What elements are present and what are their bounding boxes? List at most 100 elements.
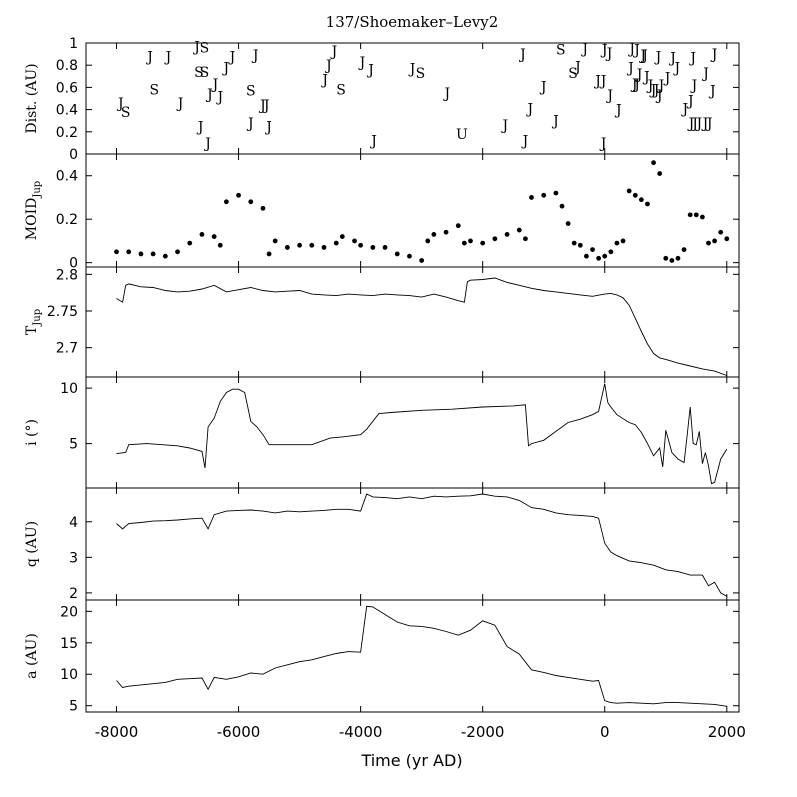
data-point <box>492 236 498 242</box>
data-point <box>681 247 687 253</box>
approach-marker: J <box>600 43 608 59</box>
data-point <box>712 238 717 244</box>
x-tick-label: -8000 <box>95 723 139 741</box>
data-point <box>187 240 193 246</box>
approach-marker: S <box>416 66 426 82</box>
data-point <box>236 192 241 198</box>
approach-marker: J <box>573 59 581 75</box>
approach-marker: J <box>655 88 663 104</box>
approach-marker: J <box>705 116 713 132</box>
approach-marker: J <box>605 88 613 104</box>
approach-marker: J <box>627 42 635 58</box>
data-point <box>529 195 534 200</box>
approach-marker: J <box>632 43 640 59</box>
data-point <box>559 203 565 209</box>
approach-marker: J <box>688 50 696 66</box>
approach-marker: J <box>521 134 529 150</box>
data-point <box>272 238 278 244</box>
data-point <box>553 190 559 196</box>
approach-marker: S <box>200 40 210 56</box>
data-point <box>352 238 357 244</box>
data-point <box>541 192 547 198</box>
data-point <box>431 232 437 237</box>
approach-marker: J <box>710 47 718 63</box>
y-axis-label: Dist. (AU) <box>24 63 40 133</box>
approach-marker: J <box>663 70 671 86</box>
approach-marker: J <box>593 74 601 90</box>
data-point <box>614 240 620 246</box>
y-tick-label: 3 <box>69 550 78 566</box>
approach-marker: J <box>246 116 254 132</box>
y-axis-label: TJup <box>24 309 43 335</box>
data-point <box>162 253 168 259</box>
approach-marker: J <box>649 83 657 99</box>
approach-marker: J <box>205 87 213 103</box>
data-point <box>309 242 315 248</box>
data-point <box>590 247 595 253</box>
approach-marker: J <box>638 48 646 64</box>
y-tick-label: 0 <box>69 147 78 163</box>
data-point <box>394 251 400 257</box>
data-point <box>114 249 119 255</box>
approach-marker: J <box>262 98 270 114</box>
approach-marker: J <box>145 49 153 65</box>
data-point <box>199 232 205 237</box>
data-point <box>211 234 217 239</box>
y-tick-label: 0 <box>69 256 78 272</box>
y-tick-label: 2.7 <box>56 341 78 357</box>
data-point <box>468 238 473 244</box>
y-axis-label: i (°) <box>24 419 40 446</box>
approach-marker: S <box>121 105 131 121</box>
data-point <box>596 255 602 261</box>
approach-marker: J <box>551 114 559 130</box>
y-axis-label: a (AU) <box>24 633 40 679</box>
approach-marker: J <box>366 63 374 79</box>
approach-marker: S <box>556 43 566 59</box>
approach-marker: J <box>708 84 716 100</box>
y-tick-label: 0.2 <box>56 125 78 141</box>
data-point <box>138 251 144 257</box>
data-point <box>706 240 711 246</box>
data-point <box>669 258 675 263</box>
data-point <box>223 199 229 205</box>
data-point <box>504 232 510 237</box>
approach-marker: J <box>614 103 622 119</box>
data-point <box>297 242 302 248</box>
approach-marker: J <box>635 67 643 83</box>
data-point <box>657 171 663 176</box>
approach-marker: J <box>196 119 204 135</box>
approach-marker: J <box>203 136 211 152</box>
approach-marker: U <box>456 127 468 143</box>
approach-marker: S <box>246 84 256 100</box>
approach-marker: J <box>673 60 681 76</box>
data-point <box>382 245 388 250</box>
y-tick-label: 5 <box>69 699 78 715</box>
data-point <box>608 249 614 255</box>
approach-marker: J <box>408 62 416 78</box>
approach-marker: J <box>690 116 698 132</box>
series-line <box>116 493 728 597</box>
data-point <box>321 245 327 250</box>
approach-marker: J <box>686 94 694 110</box>
approach-marker: J <box>518 47 526 63</box>
panel-frame <box>85 487 740 601</box>
approach-marker: J <box>652 83 660 99</box>
approach-marker: J <box>695 116 703 132</box>
data-point <box>718 229 724 235</box>
approach-marker: J <box>630 77 638 93</box>
data-point <box>626 188 632 194</box>
data-point <box>126 249 132 255</box>
data-point <box>577 242 583 248</box>
data-point <box>632 192 638 198</box>
approach-marker: J <box>192 39 200 55</box>
data-point <box>358 242 364 248</box>
data-point <box>571 240 577 246</box>
panel-5: 2 3 4 q (AU) <box>24 487 740 602</box>
y-tick-label: 10 <box>60 381 78 397</box>
data-point <box>651 160 656 166</box>
data-point <box>333 240 339 246</box>
y-tick-label: 5 <box>69 437 78 453</box>
approach-marker: S <box>568 66 578 82</box>
